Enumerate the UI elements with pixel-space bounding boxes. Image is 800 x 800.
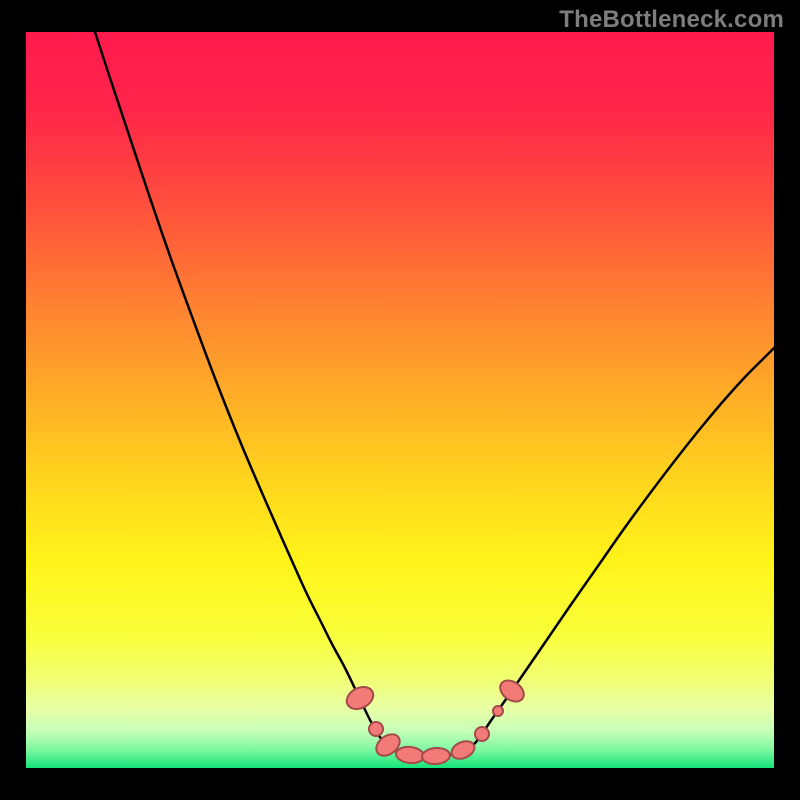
gradient-panel [26,32,774,768]
watermark-text: TheBottleneck.com [559,6,784,34]
chart-svg [0,0,800,800]
chart-stage: TheBottleneck.com [0,0,800,800]
bead-marker [475,727,489,741]
bead-marker [493,706,503,716]
bead-marker [369,722,383,736]
